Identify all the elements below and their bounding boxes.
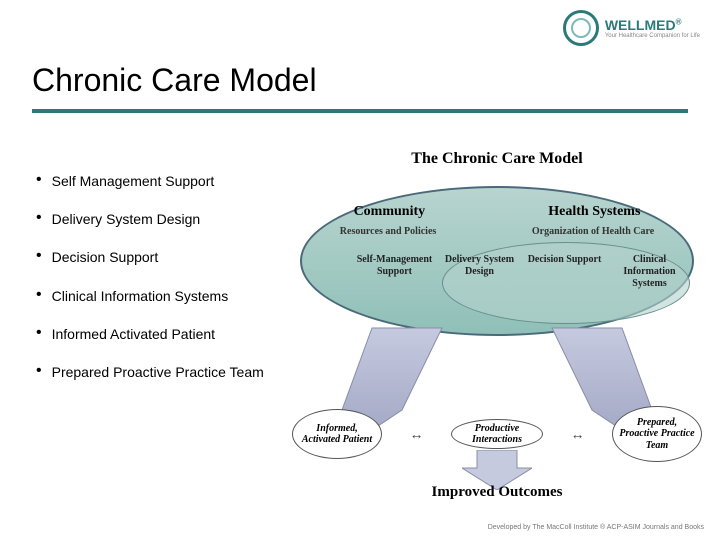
chronic-care-diagram: The Chronic Care Model Community Health … [292,150,702,510]
top-headers: Community Health Systems [292,204,702,220]
productive-interactions-ellipse: Productive Interactions [451,419,543,449]
outcomes-label: Improved Outcomes [292,484,702,501]
logo-mark-icon [563,10,599,46]
slide-root: WELLMED® Your Healthcare Companion for L… [0,0,720,540]
list-item: Prepared Proactive Practice Team [36,363,276,381]
double-arrow-icon: ↔ [408,426,426,442]
health-systems-label: Health Systems [548,204,640,220]
title-underline [32,109,688,113]
list-item: Informed Activated Patient [36,325,276,343]
diagram-title: The Chronic Care Model [292,150,702,168]
community-sub: Resources and Policies [340,226,436,237]
list-item: Decision Support [36,248,276,266]
brand-logo: WELLMED® Your Healthcare Companion for L… [563,10,700,46]
inner-item: Clinical Information Systems [607,254,692,290]
inner-items: Self-Management Support Delivery System … [352,254,692,290]
page-title: Chronic Care Model [32,62,688,99]
title-block: Chronic Care Model [32,62,688,113]
diagram-credit: Developed by The MacColl Institute ® ACP… [488,524,704,532]
inner-item: Self-Management Support [352,254,437,290]
logo-tagline: Your Healthcare Companion for Life [605,33,700,39]
community-label: Community [354,204,426,220]
health-systems-sub: Organization of Health Care [532,226,654,237]
inner-item: Decision Support [522,254,607,290]
inner-item: Delivery System Design [437,254,522,290]
top-subheaders: Resources and Policies Organization of H… [292,226,702,237]
informed-patient-ellipse: Informed, Activated Patient [292,409,382,459]
list-item: Clinical Information Systems [36,287,276,305]
list-item: Self Management Support [36,172,276,190]
logo-name: WELLMED® [605,17,700,33]
practice-team-ellipse: Prepared, Proactive Practice Team [612,406,702,462]
bullet-list: Self Management Support Delivery System … [36,172,276,401]
logo-text: WELLMED® Your Healthcare Companion for L… [605,17,700,39]
list-item: Delivery System Design [36,210,276,228]
double-arrow-icon: ↔ [569,426,587,442]
